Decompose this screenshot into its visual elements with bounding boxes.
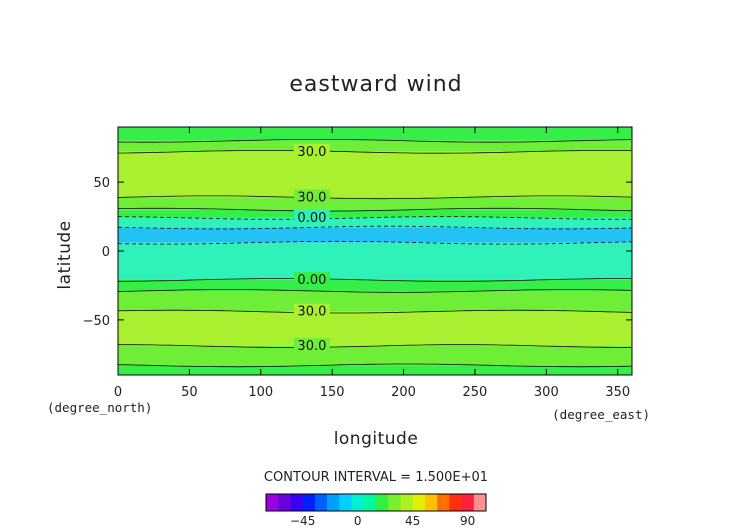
contour-band-7 [118,242,632,280]
x-tick-label: 350 [605,385,630,400]
colorbar-swatch [278,494,291,511]
contour-line-8 [118,278,632,282]
colorbar-tick-label: 90 [460,514,475,528]
y-unit-label: (degree_north) [47,400,152,415]
colorbar-swatch [376,494,389,511]
x-unit-label: (degree_east) [552,407,650,422]
contour-line-5 [117,216,632,220]
x-ticks: 0 50 100 150 200 250 300 350 [114,127,630,400]
contour-band-2 [118,151,632,198]
contour-band-8 [118,279,632,291]
contour-band-12 [118,365,632,375]
colorbar-swatch [339,494,352,511]
chart-title: eastward wind [289,72,462,97]
colorbar-swatch [302,494,316,511]
contour-label-bg [293,271,330,286]
contour-line-4 [117,207,633,212]
colorbar-swatch [290,494,303,511]
y-tick-label: 0 [102,245,110,260]
contour-band-4 [118,209,632,218]
contour-line-10 [117,309,633,314]
contour-band-11 [118,346,632,366]
contour-label: 30.0 [297,190,326,205]
x-tick-label: 150 [320,385,345,400]
x-tick-label: 300 [534,385,559,400]
contour-label-bg [293,303,330,318]
contour-label-bg [293,209,330,224]
colorbar-swatch [461,494,475,511]
colorbar-tick-label: 0 [354,514,362,528]
colorbar-swatch [266,494,279,511]
contour-label-bg [293,189,330,204]
x-axis-label: longitude [334,429,419,449]
contour-lines [117,139,633,368]
contour-band-1 [118,140,632,152]
colorbar: −45 0 45 90 [265,493,487,528]
contour-band-0 [118,127,632,141]
y-tick-label: 50 [93,176,110,191]
colorbar-swatch [388,494,401,511]
contour-line-9 [117,289,633,293]
x-tick-label: 200 [391,385,416,400]
x-tick-label: 0 [114,385,122,400]
x-tick-label: 100 [248,385,273,400]
colorbar-frame [265,493,487,512]
contour-line-1 [117,139,633,143]
colorbar-swatch [363,494,377,511]
colorbar-swatch [449,494,462,511]
colorbar-swatch [314,494,328,511]
contour-label: 30.0 [297,145,326,160]
colorbar-swatch [351,494,365,511]
contour-line-2 [117,150,632,154]
contour-line-3 [117,195,633,200]
contour-line-11 [118,344,632,348]
colorbar-tick-label: 45 [405,514,420,528]
colorbar-swatch [424,494,438,511]
contour-line-6 [117,225,633,230]
contour-band-9 [118,290,632,312]
colorbar-tick-label: −45 [290,514,315,528]
colorbar-swatch [327,494,340,511]
y-tick-label: −50 [83,314,110,329]
contour-label-bg [293,338,330,353]
x-tick-label: 50 [181,385,198,400]
y-axis-label: latitude [55,220,75,289]
contour-band-5 [118,217,632,228]
contour-band-6 [118,227,632,243]
contour-label: 30.0 [297,305,326,320]
contour-label: 30.0 [297,339,326,354]
contour-interval-text: CONTOUR INTERVAL = 1.500E+01 [264,470,488,485]
plot-area [118,127,632,375]
contour-line-7 [117,240,633,245]
contour-line-12 [117,363,633,368]
colorbar-swatch [437,494,450,511]
y-ticks: −50 0 50 [83,176,632,329]
contour-band-10 [118,311,632,347]
contour-labels: 30.0 30.0 0.00 0.00 30.0 30.0 [293,143,330,354]
contour-label: 0.00 [297,211,326,226]
colorbar-swatch [412,494,426,511]
colorbar-swatch [400,494,413,511]
colorbar-swatch [473,494,487,511]
x-tick-label: 250 [463,385,488,400]
contour-label: 0.00 [297,273,326,288]
contour-band-3 [118,197,632,210]
contour-label-bg [293,143,330,158]
